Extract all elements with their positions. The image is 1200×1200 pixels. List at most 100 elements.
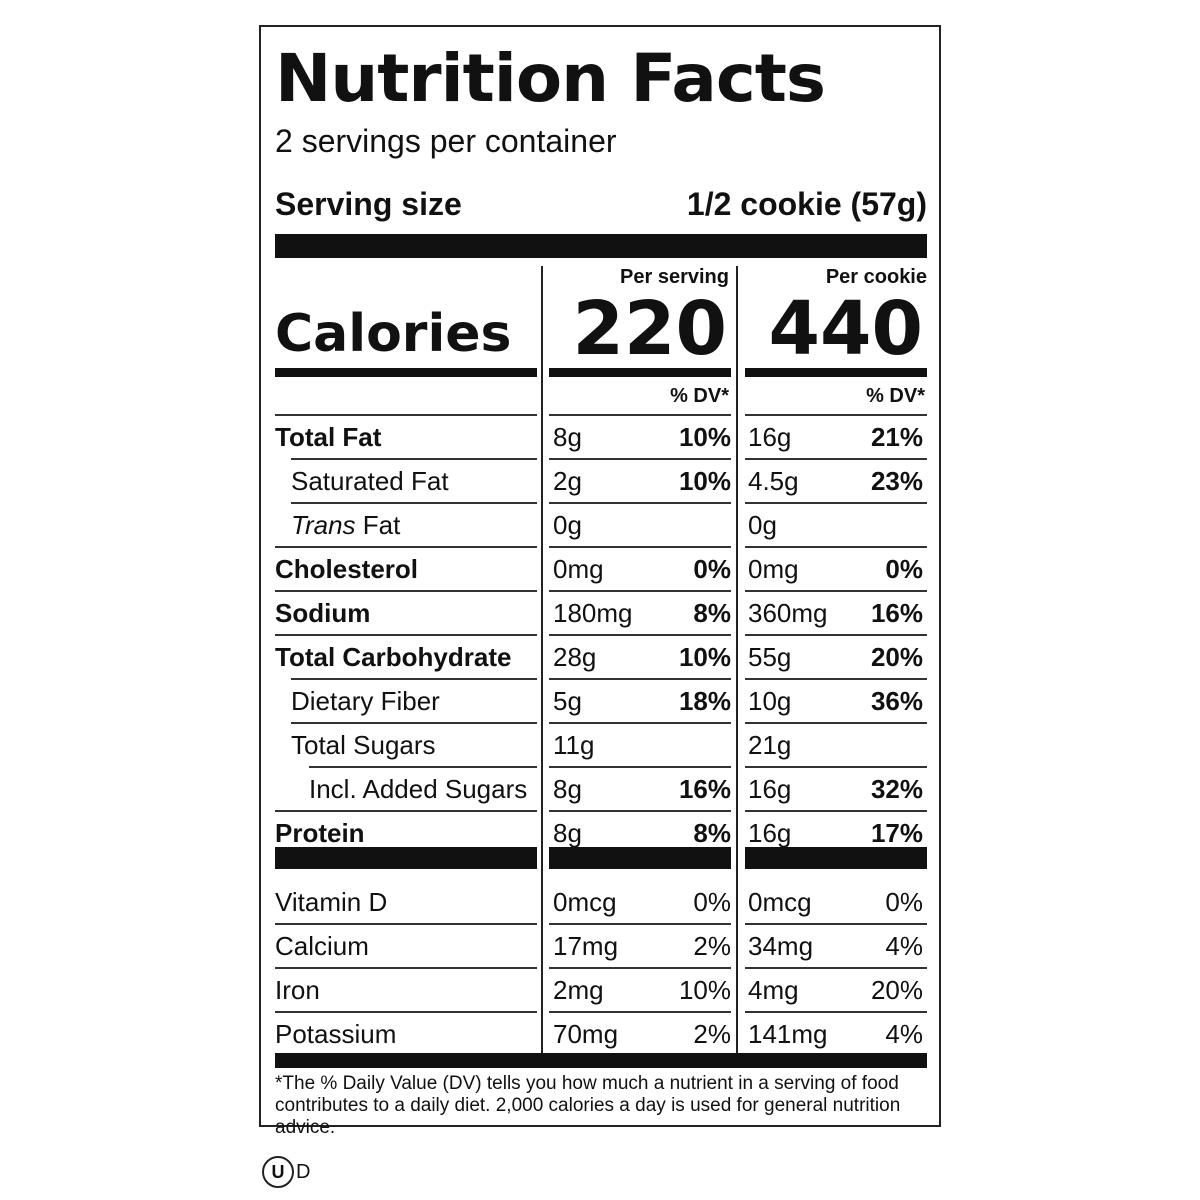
amount-per-cookie: 16g	[748, 774, 792, 804]
row-separator	[291, 458, 537, 460]
dv-per-serving: 18%	[678, 686, 731, 716]
amount-per-serving: 70mg	[553, 1019, 619, 1049]
nutrient-row: Total Sugars 11g 21g	[275, 723, 927, 767]
row-separator	[745, 502, 927, 504]
amount-per-cookie: 141mg	[748, 1019, 828, 1049]
column-divider-right	[736, 266, 738, 1053]
row-separator	[549, 634, 731, 636]
row-separator	[745, 923, 927, 925]
amount-per-serving: 8g	[553, 818, 582, 848]
row-separator	[549, 546, 731, 548]
nutrient-name: Protein	[275, 818, 365, 848]
nutrient-row: Cholesterol 0mg 0% 0mg 0%	[275, 547, 927, 591]
amount-per-serving: 8g	[553, 774, 582, 804]
dv-per-serving: 10%	[678, 466, 731, 496]
amount-per-serving: 8g	[553, 422, 582, 452]
row-separator	[745, 722, 927, 724]
row-separator	[549, 502, 731, 504]
amount-per-cookie: 4.5g	[748, 466, 799, 496]
nutrient-row: Total Fat 8g 10% 16g 21%	[275, 415, 927, 459]
amount-per-serving: 17mg	[553, 931, 619, 961]
dv-per-cookie: 20%	[870, 975, 923, 1005]
dv-per-serving: 10%	[678, 975, 731, 1005]
dv-header-cookie: % DV*	[866, 385, 925, 407]
calories-label: Calories	[275, 304, 512, 364]
nutrient-name: Iron	[275, 975, 320, 1005]
dv-per-cookie: 32%	[870, 774, 923, 804]
row-separator	[309, 766, 537, 768]
dv-per-cookie: 23%	[870, 466, 923, 496]
vitamin-section-divider	[549, 847, 731, 869]
vitamin-section-divider	[745, 847, 927, 869]
row-separator	[275, 590, 537, 592]
amount-per-cookie: 55g	[748, 642, 792, 672]
amount-per-serving: 0mg	[553, 554, 604, 584]
nutrient-row: Calcium 17mg 2% 34mg 4%	[275, 924, 927, 968]
amount-per-cookie: 34mg	[748, 931, 814, 961]
row-separator	[745, 678, 927, 680]
row-separator	[745, 766, 927, 768]
dv-per-serving: 10%	[678, 422, 731, 452]
calories-divider-label	[275, 368, 537, 377]
vitamin-section-divider	[275, 847, 537, 869]
per-cookie-header: Per cookie	[825, 266, 927, 288]
dv-per-serving: 2%	[693, 931, 731, 961]
calories-divider-cookie	[745, 368, 927, 377]
nutrient-row: Total Carbohydrate 28g 10% 55g 20%	[275, 635, 927, 679]
dv-per-cookie: 17%	[870, 818, 923, 848]
row-separator	[745, 414, 927, 416]
row-separator	[275, 810, 537, 812]
row-separator	[549, 414, 731, 416]
nutrient-name: Total Carbohydrate	[275, 642, 512, 672]
kosher-dairy-suffix: D	[296, 1161, 311, 1183]
nutrient-name: Calcium	[275, 931, 369, 961]
nutrient-row: Incl. Added Sugars 8g 16% 16g 32%	[275, 767, 927, 811]
amount-per-serving: 2mg	[553, 975, 604, 1005]
serving-size-label: Serving size	[275, 186, 462, 222]
nutrient-row: Sodium 180mg 8% 360mg 16%	[275, 591, 927, 635]
nutrient-name: Saturated Fat	[291, 466, 449, 496]
nutrient-name: Vitamin D	[275, 887, 388, 917]
row-separator	[275, 634, 537, 636]
row-separator	[291, 678, 537, 680]
dv-per-cookie: 21%	[870, 422, 923, 452]
amount-per-cookie: 0mg	[748, 554, 799, 584]
amount-per-serving: 11g	[553, 730, 595, 760]
dv-per-serving: 16%	[678, 774, 731, 804]
row-separator	[291, 722, 537, 724]
row-separator	[549, 722, 731, 724]
row-separator	[549, 1011, 731, 1013]
row-separator	[745, 1011, 927, 1013]
nutrient-row: Vitamin D 0mcg 0% 0mcg 0%	[275, 880, 927, 924]
amount-per-serving: 28g	[553, 642, 597, 672]
row-separator	[291, 502, 537, 504]
amount-per-cookie: 4mg	[748, 975, 799, 1005]
nutrition-facts-panel: Nutrition Facts 2 servings per container…	[259, 25, 941, 1138]
thick-divider	[275, 234, 927, 258]
row-separator	[745, 546, 927, 548]
dv-per-cookie: 0%	[885, 554, 923, 584]
amount-per-cookie: 10g	[748, 686, 792, 716]
dv-per-serving: 8%	[693, 598, 731, 628]
dv-per-serving: 2%	[693, 1019, 731, 1049]
row-separator	[745, 634, 927, 636]
row-separator	[745, 967, 927, 969]
kosher-symbol-icon: U	[262, 1156, 294, 1188]
row-separator	[745, 810, 927, 812]
row-separator	[745, 590, 927, 592]
amount-per-cookie: 16g	[748, 422, 792, 452]
dv-per-serving: 8%	[693, 818, 731, 848]
amount-per-cookie: 16g	[748, 818, 792, 848]
dv-per-cookie: 16%	[870, 598, 923, 628]
nutrient-name: Trans Fat	[291, 503, 400, 547]
row-separator	[275, 414, 537, 416]
row-separator	[549, 458, 731, 460]
dv-per-cookie: 4%	[885, 1019, 923, 1049]
dv-per-serving: 10%	[678, 642, 731, 672]
row-separator	[549, 590, 731, 592]
amount-per-cookie: 0g	[748, 510, 777, 540]
serving-size-value: 1/2 cookie (57g)	[686, 186, 927, 222]
dv-per-cookie: 4%	[885, 931, 923, 961]
row-separator	[275, 923, 537, 925]
row-separator	[275, 1011, 537, 1013]
